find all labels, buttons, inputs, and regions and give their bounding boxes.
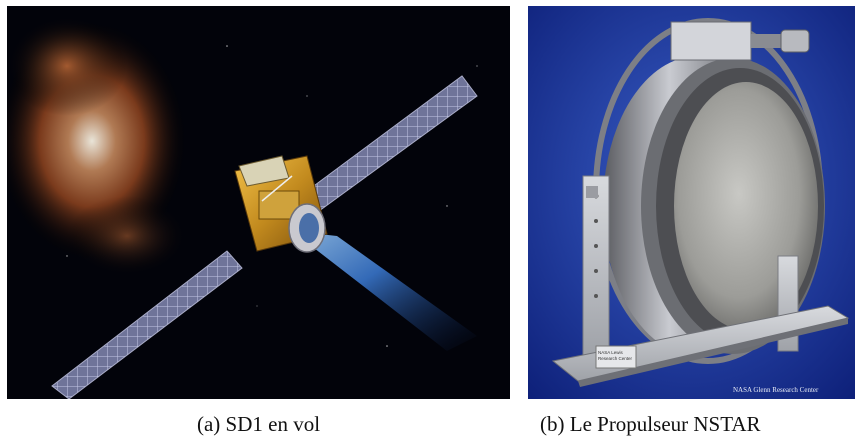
plate-text-1: NASA Lewis: [598, 350, 624, 355]
sd1-in-flight-image: [7, 6, 510, 399]
caption-a: (a) SD1 en vol: [196, 412, 321, 436]
photo-credit: NASA Glenn Research Center: [733, 386, 819, 394]
nstar-thruster-image: NASA Lewis Research Center NASA Glenn Re…: [528, 6, 855, 399]
plate-text-2: Research Center: [598, 356, 633, 361]
caption-b: (b) Le Propulseur NSTAR: [540, 412, 761, 436]
